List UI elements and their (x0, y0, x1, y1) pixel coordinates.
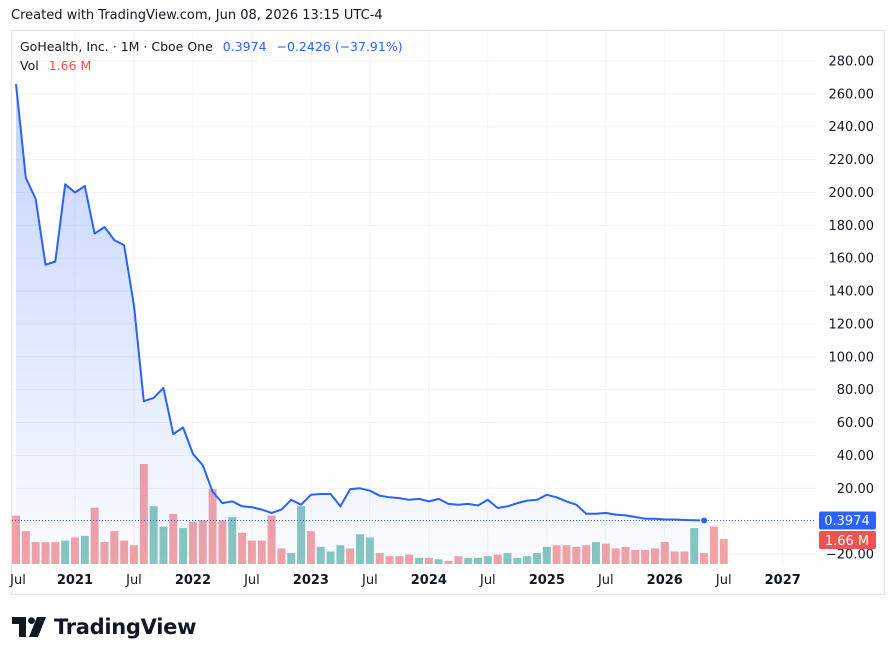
y-tick-label: 160.00 (829, 252, 875, 267)
volume-bar (719, 539, 728, 564)
symbol-name: GoHealth, Inc. · 1M · Cboe One (20, 39, 213, 54)
price-area-fill (16, 84, 705, 564)
symbol-legend: GoHealth, Inc. · 1M · Cboe One 0.3974 −0… (20, 39, 403, 54)
y-tick-label: 100.00 (829, 350, 875, 365)
y-tick-label: 280.00 (829, 55, 875, 70)
x-tick-label: 2022 (175, 573, 211, 588)
y-tick-label: −20.00 (826, 548, 874, 563)
x-tick-label: 2024 (411, 573, 447, 588)
volume-value: 1.66 M (48, 58, 92, 73)
x-tick-label: Jul (479, 573, 496, 588)
y-tick-label: 180.00 (829, 219, 875, 234)
x-tick-label: 2025 (529, 573, 565, 588)
y-tick-label: 60.00 (837, 416, 874, 431)
x-tick-label: 2023 (293, 573, 329, 588)
last-price-marker (700, 516, 709, 525)
x-tick-label: Jul (361, 573, 378, 588)
price-change: −0.2426 (−37.91%) (276, 39, 403, 54)
volume-legend: Vol 1.66 M (20, 58, 91, 73)
price-badge-label: 0.3974 (824, 514, 870, 529)
price-badge (819, 511, 876, 530)
y-tick-label: 80.00 (837, 383, 874, 398)
x-tick-label: 2021 (57, 573, 93, 588)
tradingview-logo-icon (12, 617, 46, 637)
x-axis-labels: Jul 2021 Jul 2022 Jul 2023 Jul 2024 Jul 2025 Jul 20… (9, 573, 801, 588)
price-area (12, 83, 816, 564)
volume-bar (709, 526, 718, 564)
y-tick-label: 20.00 (837, 482, 874, 497)
x-tick-label: Jul (243, 573, 260, 588)
price-scale-badges: 0.3974 1.66 M (819, 511, 876, 549)
x-tick-label: Jul (9, 573, 26, 588)
x-tick-label: 2027 (765, 573, 801, 588)
volume-label: Vol (20, 58, 39, 73)
y-tick-label: 200.00 (829, 186, 875, 201)
price-line (15, 83, 705, 522)
y-axis-labels: 280.00 260.00 240.00 220.00 200.00 180.00 160.… (826, 55, 874, 563)
y-tick-label: 40.00 (837, 449, 874, 464)
y-tick-label: 220.00 (829, 153, 875, 168)
x-tick-label: 2026 (647, 573, 683, 588)
y-tick-label: 120.00 (829, 317, 875, 332)
y-tick-label: 240.00 (829, 120, 875, 135)
volume-badge (819, 531, 876, 549)
volume-badge-label: 1.66 M (825, 534, 869, 549)
tradingview-logo[interactable]: TradingView (12, 615, 196, 639)
y-tick-label: 140.00 (829, 285, 875, 300)
created-with-caption: Created with TradingView.com, Jun 08, 20… (11, 8, 383, 23)
y-tick-label: 260.00 (829, 87, 875, 102)
chart-frame (11, 30, 885, 595)
x-tick-label: Jul (715, 573, 732, 588)
x-tick-label: Jul (125, 573, 142, 588)
x-tick-label: Jul (597, 573, 614, 588)
last-price: 0.3974 (222, 39, 267, 54)
tradingview-wordmark: TradingView (54, 615, 197, 639)
